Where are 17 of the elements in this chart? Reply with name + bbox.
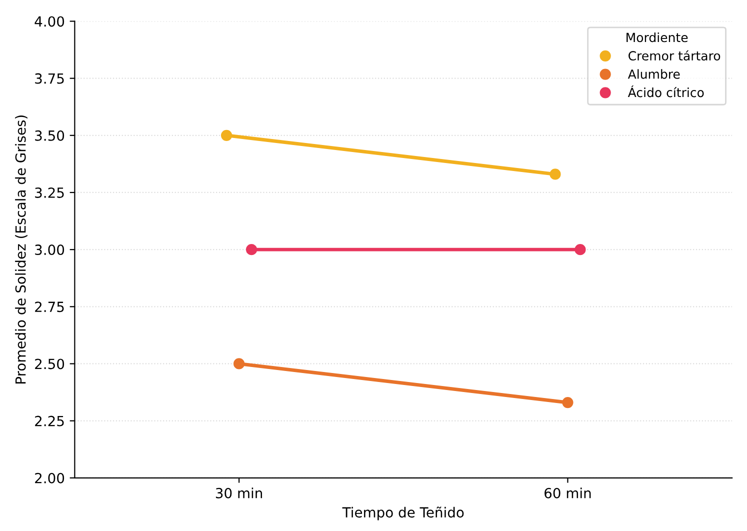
y-tick-label: 2.25 <box>35 416 64 426</box>
y-axis-title: Promedio de Solidez (Escala de Grises) <box>15 116 28 384</box>
y-tick-label: 2.75 <box>35 302 64 312</box>
y-tick-label: 3.50 <box>35 130 64 141</box>
legend-label: Alumbre <box>628 69 680 79</box>
y-tick-label: 3.25 <box>35 187 64 198</box>
legend-label: Ácido cítrico <box>628 85 704 98</box>
x-axis-title: Tiempo de Teñido <box>342 506 464 520</box>
y-tick-label: 3.00 <box>35 244 64 256</box>
y-tick-label: 2.00 <box>35 472 64 484</box>
legend-label: Cremor tártaro <box>628 50 720 61</box>
x-tick-label: 60 min <box>544 488 591 498</box>
legend-title: Mordiente <box>626 32 688 42</box>
y-tick-label: 2.50 <box>35 358 64 370</box>
x-tick-label: 30 min <box>216 488 262 498</box>
y-tick-label: 3.75 <box>35 73 64 84</box>
y-tick-label: 4.00 <box>34 16 64 27</box>
